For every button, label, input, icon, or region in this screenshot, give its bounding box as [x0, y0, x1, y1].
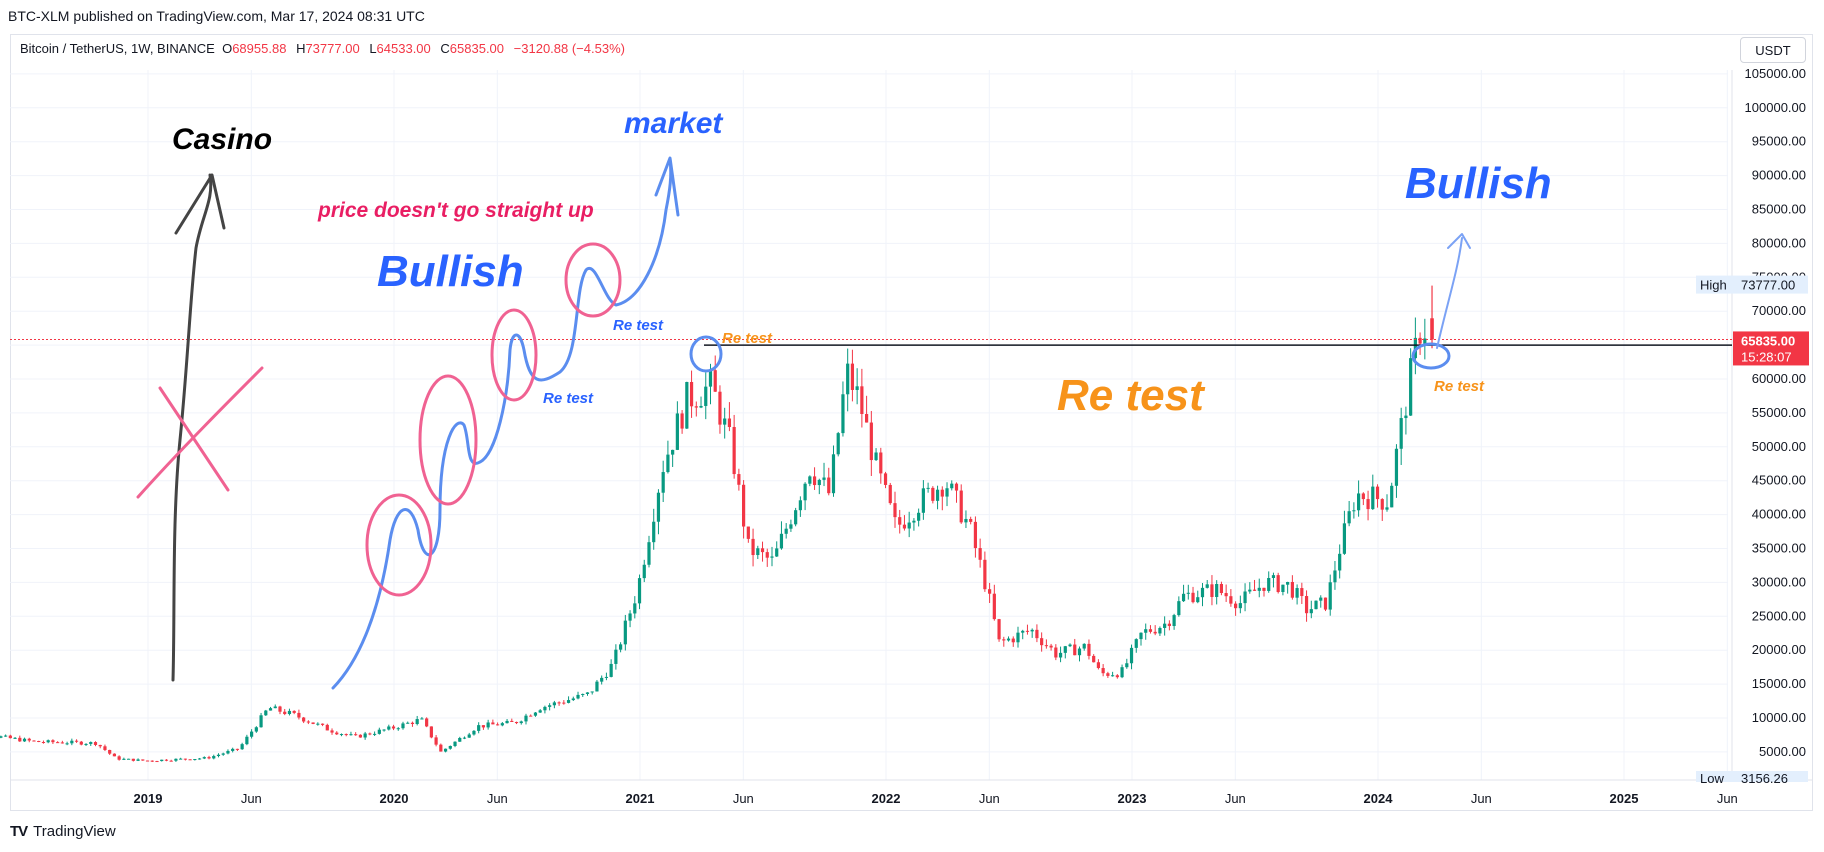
close-label: C: [440, 41, 450, 56]
open-value: 68955.88: [232, 41, 287, 56]
tradingview-brand[interactable]: TradingView: [33, 823, 116, 840]
symbol-name[interactable]: Bitcoin / TetherUS, 1W, BINANCE: [20, 41, 215, 56]
chart-frame: [10, 34, 1813, 811]
candle-body: [0, 736, 3, 738]
change-value: −3120.88 (−4.53%): [513, 41, 625, 56]
high-label: H: [296, 41, 306, 56]
currency-button[interactable]: USDT: [1740, 37, 1806, 63]
high-value: 73777.00: [305, 41, 360, 56]
footer: TV TradingView: [10, 823, 116, 840]
symbol-info: Bitcoin / TetherUS, 1W, BINANCE O68955.8…: [20, 41, 631, 56]
candle-body: [4, 735, 8, 737]
publish-line: BTC-XLM published on TradingView.com, Ma…: [8, 8, 425, 24]
close-value: 65835.00: [449, 41, 505, 56]
low-label: L: [369, 41, 377, 56]
low-value: 64533.00: [376, 41, 431, 56]
tradingview-logo-icon[interactable]: TV: [10, 823, 28, 840]
open-label: O: [222, 41, 233, 56]
